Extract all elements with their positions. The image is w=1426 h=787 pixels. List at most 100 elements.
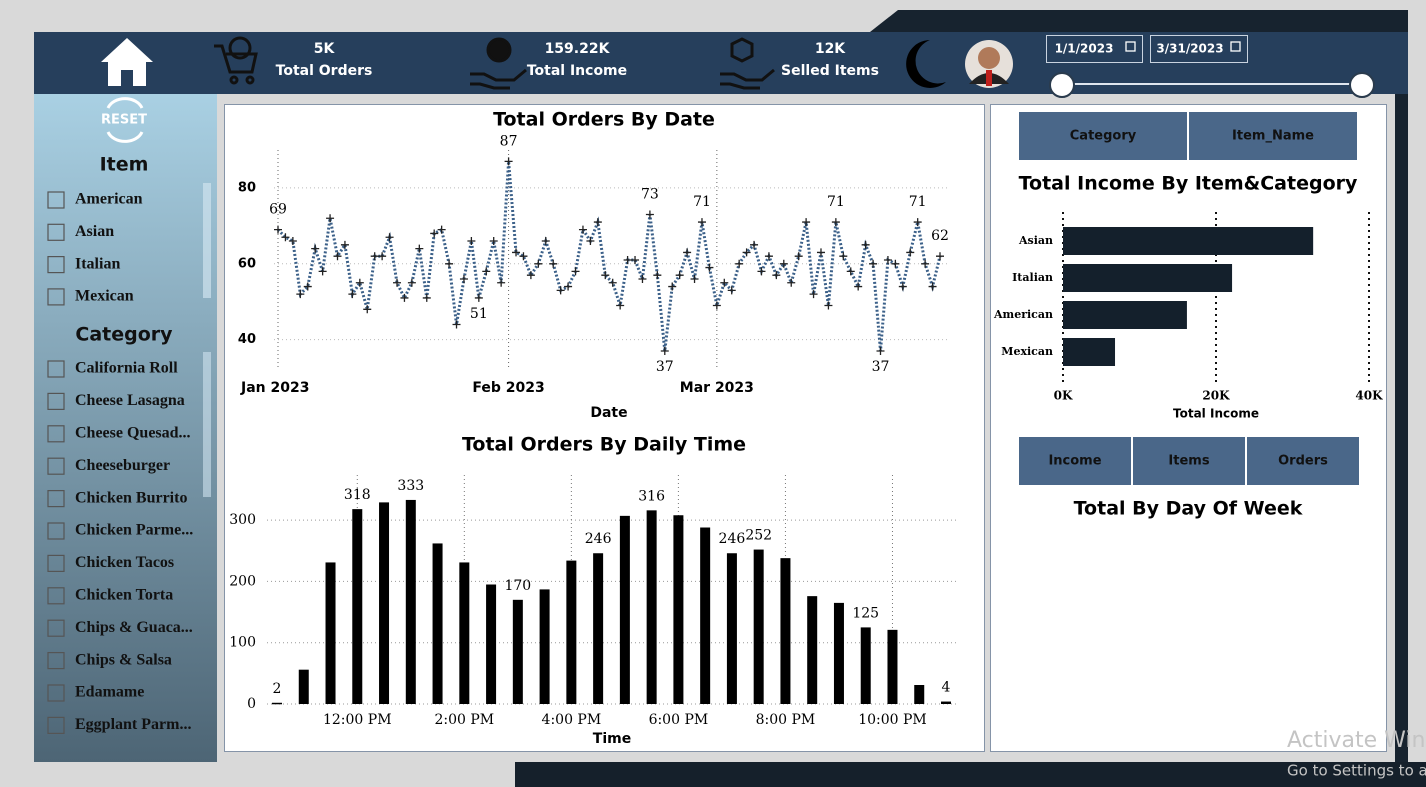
data-marker: [660, 347, 669, 356]
bar: [1063, 264, 1233, 292]
watermark: Activate Windows Go to Settings to activ…: [1287, 728, 1426, 780]
slicer-option[interactable]: Chips & Guaca...: [75, 619, 193, 636]
slicer-option[interactable]: Chicken Torta: [75, 586, 173, 603]
checkbox[interactable]: [47, 191, 65, 209]
data-label: 170: [504, 578, 531, 594]
data-label: 316: [638, 488, 665, 504]
data-marker: [564, 282, 573, 291]
bar: [325, 562, 336, 704]
slicer-option[interactable]: Italian: [75, 255, 120, 272]
y-tick-label: 60: [238, 256, 256, 271]
data-marker: [727, 286, 736, 295]
data-marker: [549, 259, 558, 268]
date-slicer[interactable]: [1046, 35, 1375, 98]
tab-label[interactable]: Items: [1168, 454, 1209, 469]
slicer-option[interactable]: Chicken Burrito: [75, 489, 187, 506]
checkbox[interactable]: [47, 684, 65, 702]
y-tick-label: Italian: [1012, 271, 1053, 284]
tab-label[interactable]: Orders: [1278, 454, 1328, 469]
reset-icon[interactable]: [106, 97, 144, 143]
slicer-option[interactable]: Mexican: [75, 288, 134, 305]
tab-button[interactable]: [1247, 437, 1359, 485]
data-marker: [296, 290, 305, 299]
checkbox[interactable]: [47, 490, 65, 508]
tab-button[interactable]: [1189, 112, 1357, 160]
data-marker: [601, 271, 610, 280]
data-marker: [586, 237, 595, 246]
bar: [379, 502, 390, 704]
checkbox[interactable]: [47, 288, 65, 306]
slicer-option[interactable]: Edamame: [75, 684, 144, 701]
y-tick-label: 300: [229, 512, 256, 528]
data-marker: [936, 252, 944, 261]
checkbox[interactable]: [47, 522, 65, 540]
bar: [833, 602, 844, 704]
category-heading: Category: [75, 324, 173, 346]
data-marker: [355, 278, 364, 287]
bar: [646, 510, 657, 704]
checkbox[interactable]: [47, 223, 65, 241]
home-icon[interactable]: [101, 38, 153, 86]
data-marker: [437, 225, 446, 234]
bar: [673, 515, 684, 704]
slicer-option[interactable]: Eggplant Parm...: [75, 716, 191, 733]
slicer-option[interactable]: Chips & Salsa: [75, 651, 172, 668]
checkbox[interactable]: [47, 392, 65, 410]
data-marker: [482, 267, 491, 276]
slicer-option[interactable]: American: [75, 191, 143, 208]
checkbox[interactable]: [47, 587, 65, 605]
date-from[interactable]: 1/1/2023: [1055, 42, 1114, 56]
slicer-option[interactable]: Chicken Parme...: [75, 522, 193, 539]
checkbox[interactable]: [47, 425, 65, 443]
x-tick-label: Feb 2023: [472, 380, 544, 396]
checkbox[interactable]: [47, 716, 65, 735]
reset-button[interactable]: RESET: [101, 113, 147, 128]
checkbox[interactable]: [47, 256, 65, 274]
tab-label[interactable]: Income: [1048, 454, 1101, 469]
tab-label[interactable]: Item_Name: [1232, 129, 1314, 144]
scrollbar[interactable]: [203, 183, 211, 298]
data-label: 4: [942, 680, 951, 696]
tab-button[interactable]: [1133, 437, 1245, 485]
bar: [352, 509, 363, 704]
scrollbar[interactable]: [203, 352, 211, 497]
bottom-bar: [515, 762, 1426, 787]
checkbox[interactable]: [47, 457, 65, 475]
data-marker: [898, 282, 907, 291]
bar: [1063, 301, 1187, 329]
tab-button[interactable]: [1019, 112, 1187, 160]
slicer-option[interactable]: Cheese Lasagna: [75, 392, 185, 409]
bar: [914, 685, 925, 704]
bar: [432, 543, 443, 704]
data-marker: [407, 278, 416, 287]
item-heading: Item: [100, 154, 149, 176]
x-tick-label: 4:00 PM: [542, 712, 602, 728]
right-panel: [990, 104, 1387, 752]
data-label: 333: [397, 478, 424, 494]
slicer-option[interactable]: Asian: [75, 223, 114, 240]
tab-label[interactable]: Category: [1070, 129, 1137, 144]
slicer-option[interactable]: Cheeseburger: [75, 457, 170, 474]
data-marker: [802, 218, 811, 227]
slicer-option[interactable]: Cheese Quesad...: [75, 424, 191, 441]
y-tick-label: Asian: [1018, 234, 1053, 247]
slicer-option[interactable]: Chicken Tacos: [75, 554, 174, 571]
x-axis-label: Date: [590, 405, 627, 421]
data-marker: [869, 259, 878, 268]
checkbox[interactable]: [47, 651, 65, 670]
dark-mode-icon[interactable]: [906, 40, 946, 88]
data-marker: [519, 252, 528, 261]
data-marker: [757, 267, 766, 276]
bar: [512, 599, 523, 704]
checkbox[interactable]: [47, 554, 65, 573]
checkbox[interactable]: [47, 619, 65, 637]
date-to[interactable]: 3/31/2023: [1156, 42, 1223, 56]
bar: [1063, 227, 1314, 255]
data-marker: [668, 282, 677, 291]
slicer-option[interactable]: California Roll: [75, 360, 178, 377]
bar: [860, 627, 871, 704]
tab-button[interactable]: [1019, 437, 1131, 485]
checkbox[interactable]: [47, 360, 65, 378]
chart-title: Total Orders By Date: [493, 109, 715, 131]
chart-title: Total Orders By Daily Time: [462, 434, 746, 456]
